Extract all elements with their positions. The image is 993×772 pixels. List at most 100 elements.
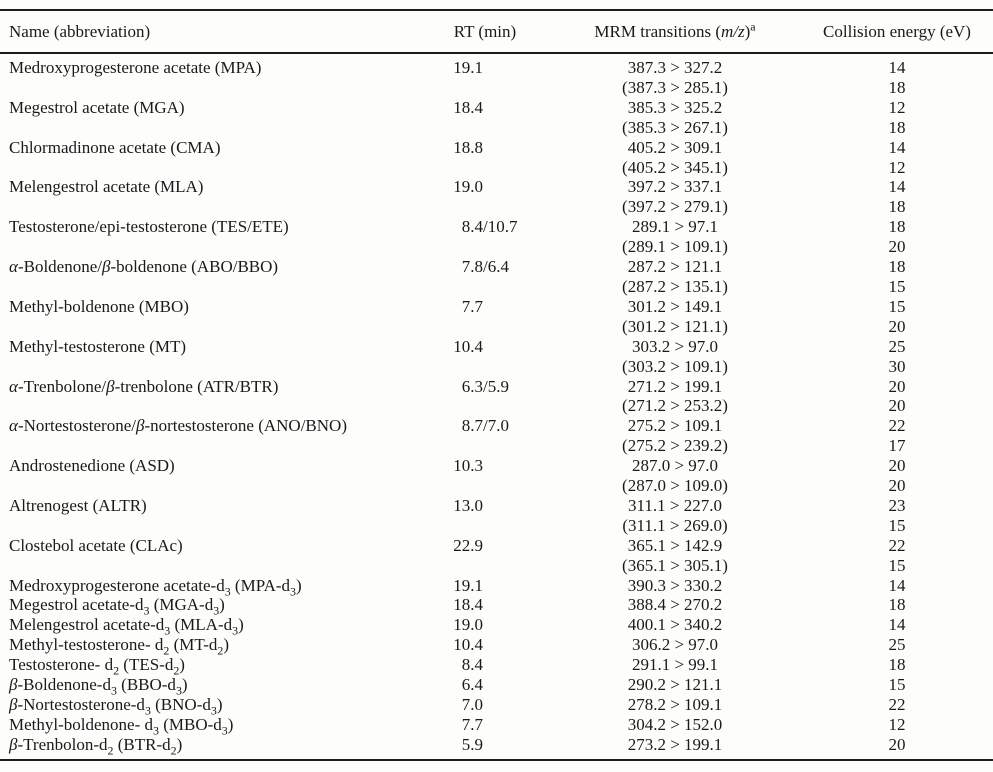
rt-main-value: 19.0	[453, 177, 483, 197]
column-header-mrm-transitions: MRM transitions (m/z)a	[594, 19, 756, 41]
collision-energy: 18	[801, 595, 993, 615]
collision-energy: 12	[801, 715, 993, 735]
mrm-transition-line: (385.3 > 267.1)	[622, 117, 728, 137]
table-row: β-Trenbolon-d2 (BTR-d2) 5.9 273.2 > 199.1 2…	[0, 734, 993, 758]
table-row: Melengestrol acetate (MLA) 19.0 397.2 > 33…	[0, 177, 993, 217]
compound-name: Androstenedione (ASD)	[9, 456, 175, 476]
mrm-transitions: 385.3 > 325.2 (385.3 > 267.1)	[549, 98, 801, 138]
mrm-transition-line: (287.2 > 135.1)	[622, 276, 728, 296]
compound-name: Methyl-boldenone (MBO)	[9, 296, 189, 316]
rt-main-value: 22.9	[453, 535, 483, 555]
collision-energy-line: 18	[888, 595, 906, 615]
mrm-transition-line: (301.2 > 121.1)	[622, 316, 728, 336]
mrm-transitions: 289.1 > 97.1 (289.1 > 109.1)	[549, 217, 801, 257]
collision-energy: 22	[801, 695, 993, 715]
rt-main-value: 6.4	[461, 675, 483, 695]
compound-name: β-Trenbolon-d2 (BTR-d2)	[9, 734, 183, 758]
collision-energy: 23 15	[801, 496, 993, 536]
table-top-rule	[0, 9, 993, 11]
mrm-transition-line: (397.2 > 279.1)	[622, 197, 728, 217]
rt-main-value: 8.7	[461, 416, 483, 436]
mrm-transition-line: (387.3 > 285.1)	[622, 77, 728, 97]
table-row: Megestrol acetate (MGA) 18.4 385.3 > 325.2…	[0, 98, 993, 138]
collision-energy-line: 20	[888, 456, 906, 476]
collision-energy-line: 12	[888, 714, 906, 734]
rt-main-value: 19.0	[453, 615, 483, 635]
mrm-transition-line: 289.1 > 97.1	[631, 217, 719, 237]
collision-energy-line: 14	[888, 615, 906, 635]
mrm-transitions: 290.2 > 121.1	[549, 675, 801, 695]
mrm-transition-line: (287.0 > 109.0)	[622, 476, 728, 496]
collision-energy-line: 18	[888, 257, 906, 277]
table-row: Methyl-boldenone- d3 (MBO-d3) 7.7 304.2 > …	[0, 715, 993, 736]
table-row: Methyl-boldenone (MBO) 7.7 301.2 > 149.1 (3…	[0, 297, 993, 337]
mrm-transitions: 397.2 > 337.1 (397.2 > 279.1)	[549, 177, 801, 217]
table-header-rule	[0, 52, 993, 54]
compound-name: β-Boldenone-d3 (BBO-d3)	[9, 675, 188, 698]
collision-energy: 15 20	[801, 297, 993, 337]
collision-energy-line: 30	[888, 356, 906, 376]
mrm-transition-line: 301.2 > 149.1	[627, 296, 723, 316]
mrm-transition-line: 306.2 > 97.0	[631, 635, 719, 655]
mrm-transitions: 278.2 > 109.1	[549, 695, 801, 715]
column-header-name: Name (abbreviation)	[9, 22, 151, 41]
table-row: Altrenogest (ALTR) 13.0 311.1 > 227.0 (311.…	[0, 496, 993, 536]
mrm-transitions: 304.2 > 152.0	[549, 715, 801, 735]
rt-value: 6.4	[421, 675, 549, 695]
collision-energy-line: 22	[888, 416, 906, 436]
mrm-transitions: 388.4 > 270.2	[549, 595, 801, 615]
table-row: Androstenedione (ASD) 10.3 287.0 > 97.0 (28…	[0, 456, 993, 496]
rt-value: 19.0	[421, 615, 549, 635]
compound-name: Clostebol acetate (CLAc)	[9, 535, 183, 555]
rt-main-value: 7.7	[461, 296, 483, 316]
mrm-transitions: 306.2 > 97.0	[549, 635, 801, 655]
collision-energy-line: 14	[888, 177, 906, 197]
compound-name: Altrenogest (ALTR)	[9, 495, 147, 515]
mrm-transition-line: 290.2 > 121.1	[627, 675, 723, 695]
table-row: Testosterone- d2 (TES-d2) 8.4 291.1 > 99.1…	[0, 655, 993, 676]
rt-main-value: 8.4	[461, 217, 483, 237]
compound-name: Methyl-testosterone- d2 (MT-d2)	[9, 635, 229, 658]
mrm-transition-line: (311.1 > 269.0)	[622, 515, 728, 535]
collision-energy-line: 14	[888, 137, 906, 157]
table-row: Testosterone/epi-testosterone (TES/ETE) 8…	[0, 217, 993, 257]
rt-value: 18.4	[421, 595, 549, 615]
mrm-transition-line: 405.2 > 309.1	[627, 137, 723, 157]
rt-value: 5.9	[421, 735, 549, 755]
rt-main-value: 7.0	[461, 695, 483, 714]
collision-energy-line: 22	[888, 535, 906, 555]
mrm-transitions: 287.0 > 97.0 (287.0 > 109.0)	[549, 456, 801, 496]
collision-energy: 25 30	[801, 337, 993, 377]
collision-energy-line: 18	[888, 655, 906, 675]
collision-energy: 22 15	[801, 536, 993, 576]
compound-name: Methyl-testosterone (MT)	[9, 336, 187, 356]
mrm-transitions: 291.1 > 99.1	[549, 655, 801, 675]
compound-name: Medroxyprogesterone acetate (MPA)	[9, 58, 262, 77]
compound-name: Melengestrol acetate (MLA)	[9, 177, 204, 197]
collision-energy-line: 20	[888, 734, 906, 754]
rt-main-value: 13.0	[453, 495, 483, 515]
table-header-row: Name (abbreviation) RT (min) MRM transit…	[0, 11, 993, 52]
mrm-transition-line: 278.2 > 109.1	[627, 695, 723, 714]
table-row: Melengestrol acetate-d3 (MLA-d3) 19.0 400.…	[0, 615, 993, 636]
rt-main-value: 10.4	[453, 635, 483, 655]
table-bottom-rule	[0, 758, 993, 761]
collision-energy: 20 20	[801, 456, 993, 496]
collision-energy: 18 15	[801, 257, 993, 297]
rt-value: 22.9	[421, 536, 549, 556]
mrm-transition-line: 273.2 > 199.1	[627, 734, 723, 754]
rt-main-value: 19.1	[453, 58, 483, 77]
table-row: Chlormadinone acetate (CMA) 18.8 405.2 > 3…	[0, 138, 993, 178]
table-row: β-Nortestosterone-d3 (BNO-d3) 7.0 278.2 > …	[0, 695, 993, 716]
mrm-transition-line: 291.1 > 99.1	[631, 655, 719, 675]
table-body: Medroxyprogesterone acetate (MPA) 19.1 387…	[0, 54, 993, 759]
rt-main-value: 10.3	[453, 456, 483, 476]
mrm-transition-line: (275.2 > 239.2)	[622, 436, 728, 456]
collision-energy-line: 23	[888, 495, 906, 515]
collision-energy-line: 15	[888, 555, 906, 575]
collision-energy-line: 15	[888, 276, 906, 296]
collision-energy-line: 18	[888, 77, 906, 97]
mrm-transitions: 303.2 > 97.0 (303.2 > 109.1)	[549, 337, 801, 377]
rt-value: 18.4	[421, 98, 549, 118]
collision-energy-line: 17	[888, 436, 906, 456]
